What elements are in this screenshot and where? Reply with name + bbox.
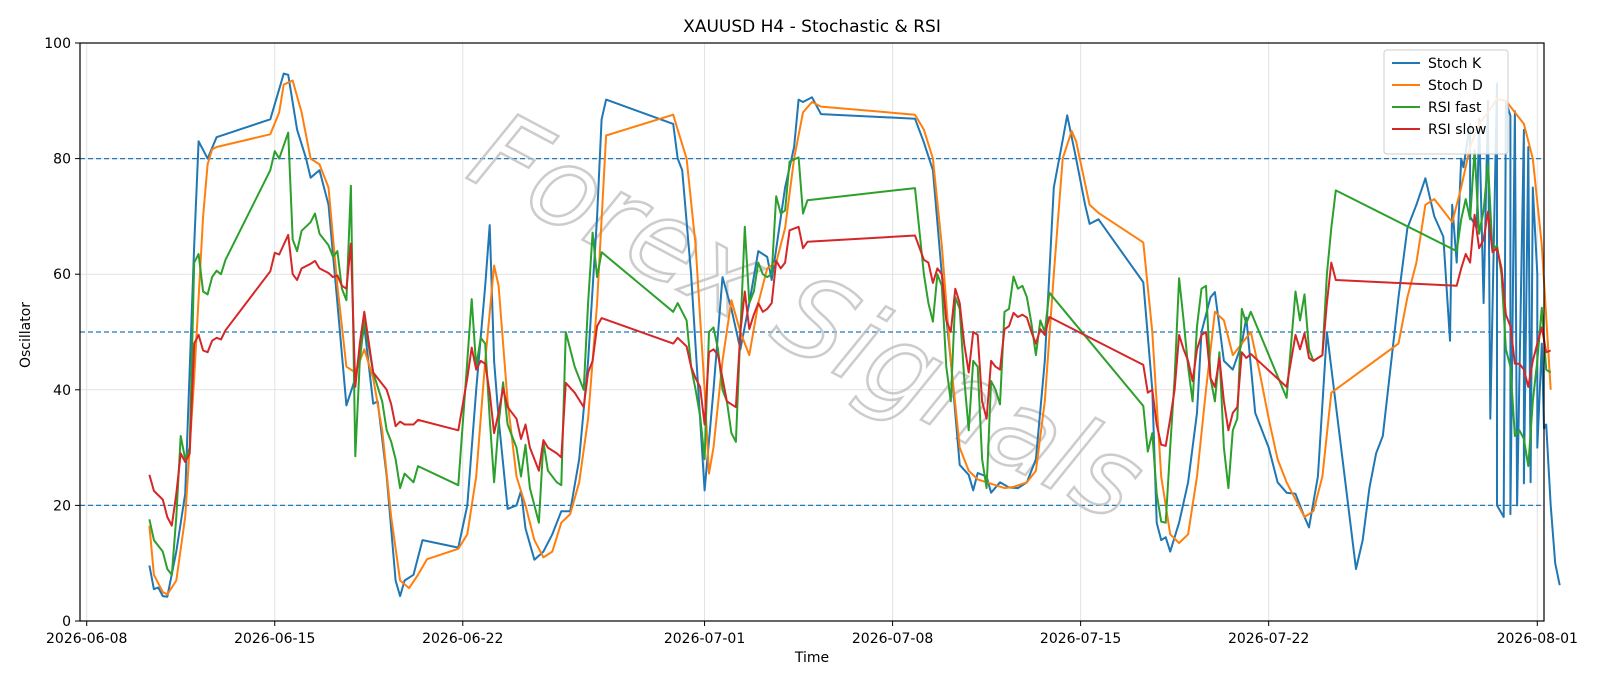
x-tick-label: 2026-06-08 [46, 631, 127, 647]
y-tick-label: 100 [44, 36, 71, 52]
plot-frame [79, 42, 1545, 622]
y-tick-label: 0 [62, 614, 71, 630]
legend-label: Stoch D [1428, 78, 1483, 94]
legend-label: Stoch K [1428, 56, 1482, 72]
y-tick-label: 60 [53, 267, 71, 283]
x-tick-label: 2026-06-15 [234, 631, 315, 647]
x-tick-label: 2026-07-01 [664, 631, 745, 647]
x-tick-label: 2026-07-22 [1228, 631, 1309, 647]
y-tick-label: 40 [53, 383, 71, 399]
axis-ticks: 0 20 40 60 80 100 2026-06-08 2026-06-15 2026-06-… [44, 36, 1578, 647]
y-axis-label: Oscillator [18, 302, 34, 368]
series-line-rsi-slow [148, 210, 1552, 527]
x-tick-label: 2026-06-22 [422, 631, 503, 647]
y-tick-label: 20 [53, 498, 71, 514]
chart-title: XAUUSD H4 - Stochastic & RSI [683, 17, 941, 37]
legend: Stoch K Stoch D RSI fast RSI slow [1383, 49, 1509, 155]
x-tick-label: 2026-07-08 [852, 631, 933, 647]
y-tick-label: 80 [53, 152, 71, 168]
legend-label: RSI fast [1428, 100, 1482, 116]
watermark: Forex Signals [452, 87, 1164, 547]
legend-label: RSI slow [1428, 122, 1486, 138]
x-tick-label: 2026-08-01 [1497, 631, 1578, 647]
x-tick-label: 2026-07-15 [1040, 631, 1121, 647]
x-axis-label: Time [794, 650, 829, 666]
